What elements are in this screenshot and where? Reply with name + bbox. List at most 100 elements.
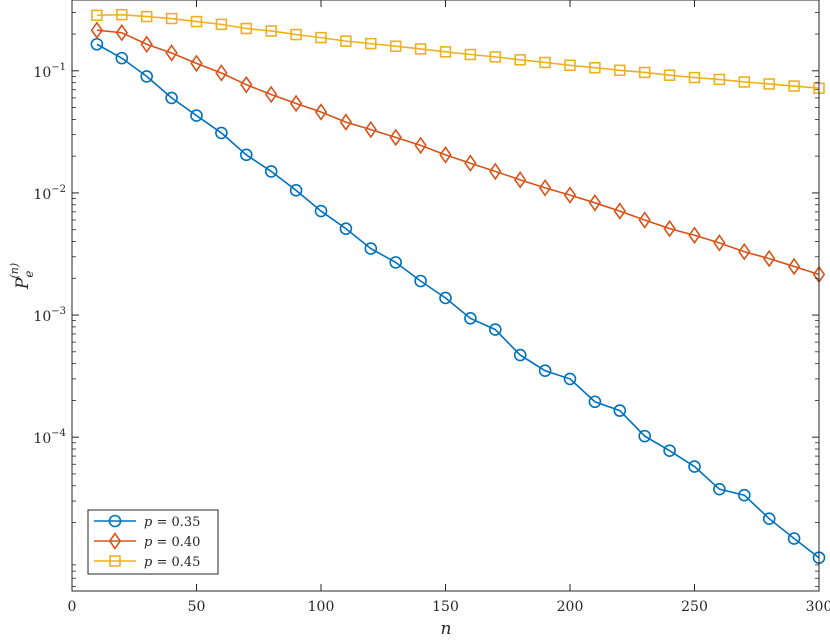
y-label-sup: (n) [8, 263, 21, 279]
data-point [762, 512, 776, 525]
data-point [787, 532, 801, 545]
data-point [439, 146, 452, 164]
data-point [464, 154, 477, 173]
data-point [489, 162, 502, 181]
series-1 [90, 37, 826, 565]
data-point [489, 51, 502, 63]
series-2 [90, 21, 826, 284]
x-axis-label: n [441, 619, 452, 639]
data-point [215, 64, 228, 82]
data-point [538, 179, 552, 197]
data-point [314, 103, 328, 121]
data-point [140, 70, 153, 83]
data-point [787, 257, 801, 276]
data-point [539, 56, 551, 69]
data-point [290, 28, 302, 41]
data-point [538, 364, 552, 378]
x-tick-label: 150 [432, 599, 459, 615]
data-point [240, 75, 253, 94]
data-point [315, 31, 327, 44]
data-point [264, 165, 278, 178]
data-point [240, 22, 253, 35]
data-point [289, 94, 303, 113]
data-point [339, 222, 353, 235]
data-point [414, 136, 427, 155]
data-point [589, 61, 601, 74]
legend-marker [108, 532, 122, 550]
data-point [116, 8, 128, 21]
data-point [688, 226, 701, 245]
data-point [763, 78, 775, 90]
data-point [165, 91, 178, 105]
data-point [464, 48, 477, 61]
data-point [240, 148, 253, 162]
x-tick-label: 100 [308, 599, 335, 615]
data-point [140, 35, 153, 54]
data-point [115, 51, 129, 65]
data-point [365, 37, 377, 50]
data-point [663, 444, 676, 457]
data-point [788, 80, 800, 92]
legend-marker [109, 555, 121, 567]
data-point [414, 43, 427, 55]
data-point [614, 64, 626, 77]
data-point [389, 256, 403, 269]
data-point [514, 54, 526, 66]
data-point [389, 128, 402, 147]
data-point [688, 460, 701, 473]
data-point [613, 202, 627, 220]
y-label-sub: e [22, 271, 36, 278]
plot-area [72, 0, 819, 591]
data-point [688, 71, 701, 84]
y-axis-label: Pe(n) [8, 263, 36, 290]
data-point [588, 395, 602, 409]
y-tick-label: 10−4 [33, 428, 66, 447]
data-point [588, 193, 602, 212]
data-point [340, 35, 352, 47]
data-point [564, 59, 576, 72]
data-point [439, 46, 452, 58]
data-point [190, 15, 203, 28]
legend-label: p = 0.35 [144, 515, 200, 530]
data-point [663, 69, 676, 81]
data-point [91, 9, 103, 22]
data-point [663, 219, 676, 238]
series-layer [90, 8, 826, 565]
x-tick-label: 200 [557, 599, 584, 615]
data-point [738, 76, 751, 88]
legend-label: p = 0.40 [144, 535, 200, 550]
data-point [215, 18, 228, 31]
series-3 [91, 8, 825, 94]
data-point [190, 109, 203, 122]
data-point [364, 242, 378, 255]
data-point [90, 21, 104, 40]
data-point [140, 10, 153, 23]
svg-text:Pe(n): Pe(n) [8, 263, 36, 290]
legend-label: p = 0.45 [144, 555, 200, 570]
y-tick-label: 10−3 [33, 306, 66, 325]
y-tick-label: 10−2 [33, 184, 66, 203]
data-point [638, 66, 651, 79]
x-tick-label: 300 [806, 599, 830, 615]
data-point [414, 274, 427, 288]
legend-item: p = 0.40 [94, 532, 200, 550]
axes-layer: 0 50 100 150 200 250 300 10−1 10−2 10−3 10−4 [33, 0, 830, 615]
y-label-base: P [13, 277, 33, 290]
data-point [289, 184, 303, 197]
data-point [713, 73, 726, 86]
x-tick-label: 0 [68, 599, 77, 615]
data-point [464, 312, 477, 325]
data-point [513, 171, 527, 189]
data-point [389, 40, 402, 52]
legend-marker [108, 514, 122, 528]
data-point [215, 126, 228, 140]
data-point [563, 186, 577, 204]
data-point [165, 12, 178, 25]
data-point [339, 113, 353, 131]
data-point [264, 85, 278, 104]
legend-item: p = 0.35 [94, 514, 200, 530]
data-point [762, 249, 776, 268]
data-point [563, 372, 577, 386]
data-point [439, 291, 452, 305]
